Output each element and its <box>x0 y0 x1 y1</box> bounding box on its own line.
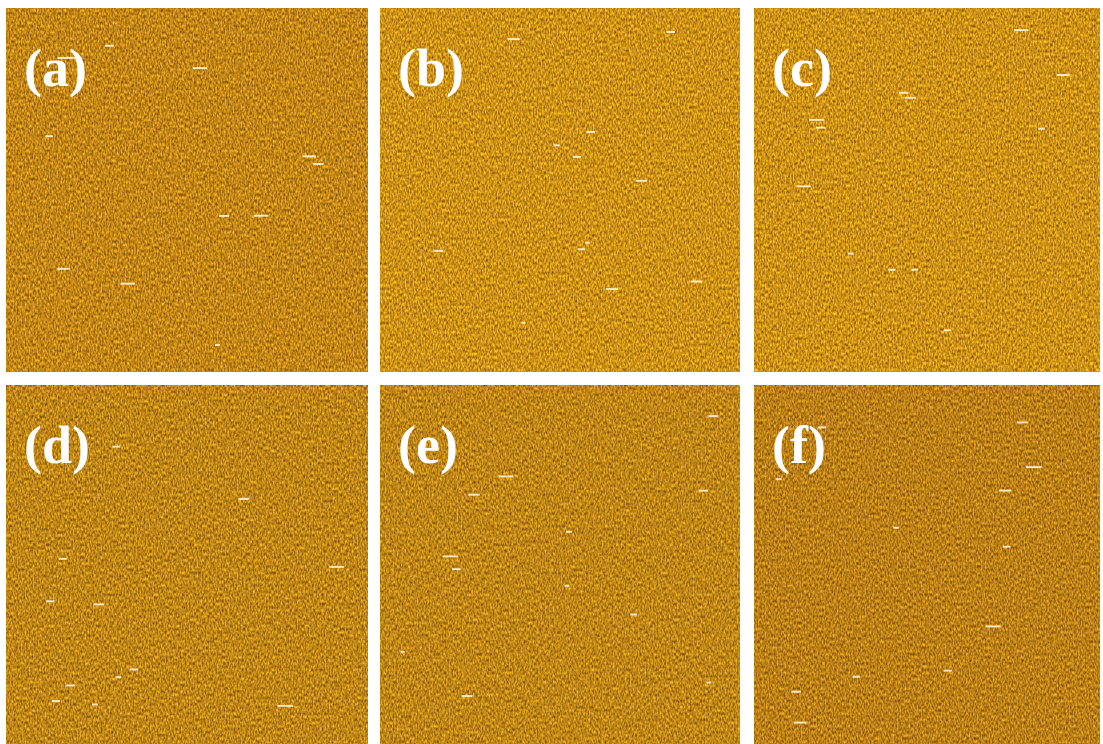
speck <box>116 676 122 678</box>
speck <box>1017 421 1028 423</box>
speck <box>888 269 895 271</box>
speck <box>499 475 513 477</box>
speck <box>776 478 782 480</box>
panel-label: (a) <box>24 38 87 98</box>
speck <box>303 155 316 157</box>
speck <box>130 668 139 670</box>
speck <box>573 156 581 158</box>
speck <box>1026 466 1042 468</box>
speck <box>508 38 520 40</box>
speck <box>606 288 618 290</box>
speck <box>462 695 473 697</box>
speck <box>1038 128 1045 130</box>
speck <box>944 329 951 331</box>
figure: (a) (b) (c) (d) (e) (f) <box>0 0 1103 744</box>
speck <box>57 268 69 270</box>
speck <box>1014 29 1028 31</box>
speck <box>59 558 67 560</box>
speck <box>899 92 909 94</box>
speck <box>329 566 344 568</box>
speck <box>699 490 708 492</box>
speck <box>577 248 585 250</box>
speck <box>468 494 479 496</box>
speck <box>666 31 674 33</box>
speck <box>219 215 229 217</box>
speck <box>809 119 824 121</box>
speck <box>707 682 711 684</box>
speck <box>443 555 458 557</box>
speck <box>46 600 54 602</box>
speck <box>566 531 572 533</box>
speck <box>45 135 53 137</box>
speck <box>94 603 104 605</box>
speck <box>66 684 75 686</box>
speck <box>565 585 570 587</box>
speck <box>313 163 323 165</box>
speck <box>238 498 248 500</box>
speck <box>92 703 98 705</box>
speck <box>587 131 596 133</box>
speck <box>52 700 60 702</box>
speck <box>709 415 718 417</box>
speck <box>691 280 703 282</box>
speck <box>791 691 801 693</box>
speck <box>893 527 898 529</box>
speck <box>816 127 825 129</box>
speck <box>852 676 860 678</box>
speck <box>434 250 443 252</box>
speck <box>797 185 811 187</box>
panel-label: (e) <box>398 415 458 475</box>
speck <box>585 242 590 244</box>
speck <box>400 651 404 653</box>
panel-label: (b) <box>398 38 464 98</box>
speck <box>986 625 1001 627</box>
speck <box>215 344 220 346</box>
speck <box>1003 546 1011 548</box>
speck <box>278 705 294 707</box>
panel-label: (d) <box>24 415 90 475</box>
speck <box>105 45 114 47</box>
panel-label: (c) <box>772 38 832 98</box>
panel-label: (f) <box>772 415 826 475</box>
speck <box>452 568 461 570</box>
speck <box>944 670 952 672</box>
speck <box>636 180 647 182</box>
speck <box>848 253 854 255</box>
page: (a)(b)(c)(d)(e)(f) (() => { const data =… <box>0 0 1103 744</box>
speck <box>905 97 916 99</box>
speck <box>120 283 134 285</box>
speck <box>254 215 269 217</box>
speck <box>630 613 637 615</box>
speck <box>554 144 560 146</box>
speck <box>794 722 807 724</box>
speck <box>911 269 918 271</box>
speck <box>999 489 1011 491</box>
speck <box>193 67 208 69</box>
speck <box>112 446 120 448</box>
speck <box>521 322 525 324</box>
speck <box>1057 74 1070 76</box>
